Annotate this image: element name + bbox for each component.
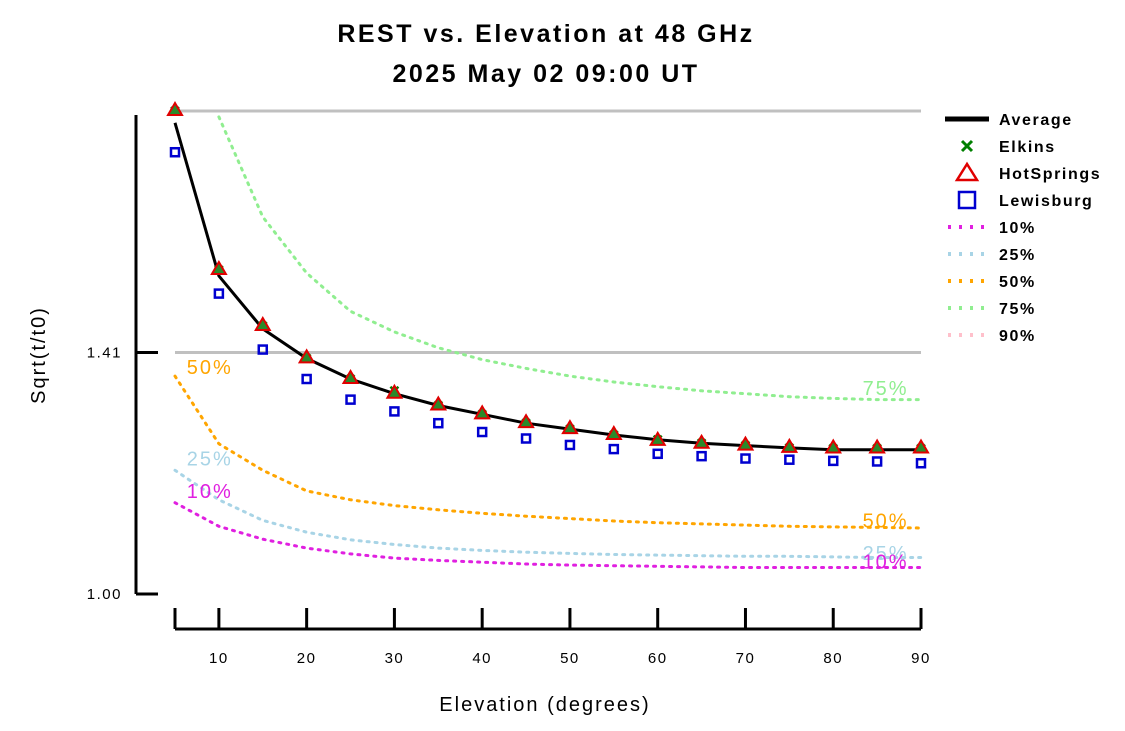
lewisburg-point bbox=[345, 394, 356, 405]
series-75%-line bbox=[217, 115, 923, 402]
curve-label: 50% bbox=[187, 357, 233, 379]
hotsprings-point bbox=[648, 430, 667, 446]
legend-symbol-hotsprings bbox=[954, 161, 980, 182]
chart-title: REST vs. Elevation at 48 GHz bbox=[337, 20, 754, 48]
lewisburg-point bbox=[520, 433, 532, 444]
x-tick-label: 40 bbox=[472, 650, 492, 667]
x-axis-label: Elevation (degrees) bbox=[439, 694, 650, 716]
lewisburg-point bbox=[784, 454, 795, 465]
x-tick-label: 20 bbox=[297, 650, 317, 667]
lewisburg-point bbox=[871, 456, 883, 467]
lewisburg-point bbox=[564, 439, 576, 451]
hotsprings-point bbox=[166, 101, 184, 116]
lewisburg-point bbox=[257, 344, 269, 355]
x-tick-label: 30 bbox=[385, 650, 405, 667]
hotsprings-point bbox=[780, 437, 799, 453]
curve-label: 25% bbox=[187, 449, 233, 471]
hotsprings-point bbox=[824, 438, 842, 454]
lewisburg-point bbox=[476, 426, 488, 438]
lewisburg-point bbox=[433, 417, 444, 429]
hotsprings-point bbox=[692, 433, 711, 449]
legend: Average Elkins HotSprings Lewisburg 10% 25% 50… bbox=[945, 112, 1101, 345]
lewisburg-point bbox=[652, 448, 663, 460]
hotsprings-point bbox=[912, 438, 930, 454]
chart-subtitle: 2025 May 02 09:00 UT bbox=[392, 60, 699, 88]
y-axis-label: Sqrt(t/t0) bbox=[28, 306, 50, 404]
y-tick-label: 1.00 bbox=[87, 586, 122, 603]
x-tick-label: 10 bbox=[209, 650, 229, 667]
hotsprings-point bbox=[341, 369, 360, 385]
hotsprings-point bbox=[517, 413, 535, 429]
gridlines bbox=[175, 109, 921, 354]
hotsprings-point bbox=[473, 404, 491, 420]
hotsprings-point bbox=[736, 435, 755, 451]
series-50%-line bbox=[173, 374, 923, 530]
lewisburg-point bbox=[915, 457, 927, 469]
lewisburg-point bbox=[608, 443, 620, 455]
plot-area bbox=[166, 101, 930, 569]
hotsprings-point bbox=[561, 419, 579, 435]
lewisburg-point bbox=[740, 453, 751, 464]
curve-label: 10% bbox=[863, 552, 909, 574]
legend-symbol-lewisburg bbox=[957, 190, 977, 210]
curve-label: 75% bbox=[863, 378, 909, 400]
hotsprings-point bbox=[868, 438, 886, 454]
lewisburg-point bbox=[827, 455, 839, 467]
legend-entry-label: 25% bbox=[999, 247, 1036, 264]
lewisburg-point bbox=[389, 406, 400, 417]
hotsprings-point bbox=[605, 424, 623, 440]
legend-entry-label: 90% bbox=[999, 328, 1036, 345]
x-tick-label: 80 bbox=[823, 650, 843, 667]
x-tick-label: 70 bbox=[736, 650, 756, 667]
lewisburg-point bbox=[213, 288, 225, 299]
legend-entry-label: Elkins bbox=[999, 139, 1056, 156]
curve-label: 50% bbox=[863, 510, 909, 532]
series-25%-line bbox=[173, 468, 923, 559]
series-10%-line bbox=[173, 501, 923, 569]
hotsprings-point bbox=[210, 260, 228, 276]
y-tick-label: 1.41 bbox=[87, 345, 122, 362]
x-tick-label: 90 bbox=[911, 650, 931, 667]
lewisburg-point bbox=[169, 146, 181, 158]
hotsprings-point bbox=[254, 316, 272, 331]
legend-entry-label: Average bbox=[999, 112, 1073, 129]
curve-labels: 50%25%10%75%50%25%10% bbox=[187, 357, 909, 574]
hotsprings-point bbox=[385, 383, 404, 399]
legend-entry-label: 75% bbox=[999, 301, 1036, 318]
lewisburg-point bbox=[696, 450, 707, 462]
x-tick-label: 50 bbox=[560, 650, 580, 667]
legend-entry-label: 10% bbox=[999, 220, 1036, 237]
hotsprings-point bbox=[429, 395, 448, 411]
legend-symbol-elkins bbox=[960, 139, 974, 153]
legend-entry-label: Lewisburg bbox=[999, 193, 1093, 210]
curve-label: 25% bbox=[863, 543, 909, 565]
curve-label: 10% bbox=[187, 481, 233, 503]
series-average-line bbox=[173, 122, 921, 452]
hotsprings-point bbox=[297, 348, 316, 364]
x-tick-label: 60 bbox=[648, 650, 668, 667]
lewisburg-point bbox=[301, 373, 312, 385]
axes: 1.00 1.41 10 20 30 40 50 60 70 80 90 bbox=[87, 115, 931, 667]
legend-entry-label: 50% bbox=[999, 274, 1036, 291]
legend-entry-label: HotSprings bbox=[999, 166, 1101, 183]
